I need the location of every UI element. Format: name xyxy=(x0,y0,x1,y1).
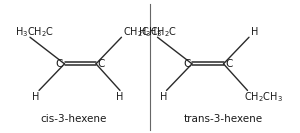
Text: H$_{3}$CH$_{2}$C: H$_{3}$CH$_{2}$C xyxy=(138,25,177,39)
Text: C: C xyxy=(183,59,190,69)
Text: CH$_{2}$CH$_{3}$: CH$_{2}$CH$_{3}$ xyxy=(123,25,162,39)
Text: C: C xyxy=(98,59,105,69)
Text: H: H xyxy=(250,27,258,37)
Text: C: C xyxy=(56,59,63,69)
Text: H: H xyxy=(32,92,40,102)
Text: H$_{3}$CH$_{2}$C: H$_{3}$CH$_{2}$C xyxy=(15,25,54,39)
Text: H: H xyxy=(160,92,167,102)
Text: C: C xyxy=(225,59,232,69)
Text: trans-3-hexene: trans-3-hexene xyxy=(184,114,263,124)
Text: CH$_{2}$CH$_{3}$: CH$_{2}$CH$_{3}$ xyxy=(244,90,284,104)
Text: H: H xyxy=(116,92,124,102)
Text: cis-3-hexene: cis-3-hexene xyxy=(40,114,107,124)
